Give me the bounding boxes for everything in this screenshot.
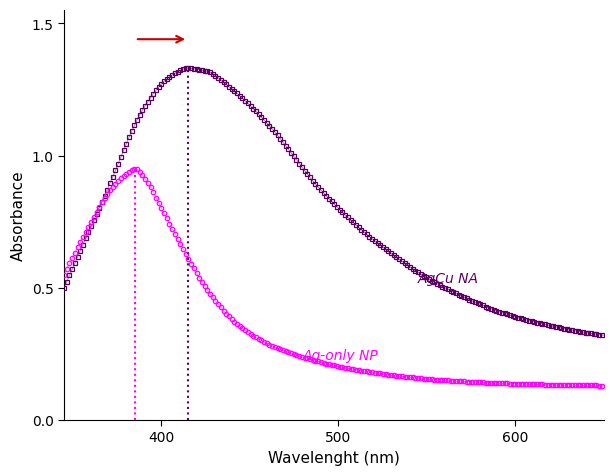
X-axis label: Wavelenght (nm): Wavelenght (nm) bbox=[268, 450, 400, 465]
Text: AgCu NA: AgCu NA bbox=[418, 272, 479, 286]
Text: Ag-only NP: Ag-only NP bbox=[303, 348, 379, 362]
Y-axis label: Absorbance: Absorbance bbox=[11, 170, 26, 261]
